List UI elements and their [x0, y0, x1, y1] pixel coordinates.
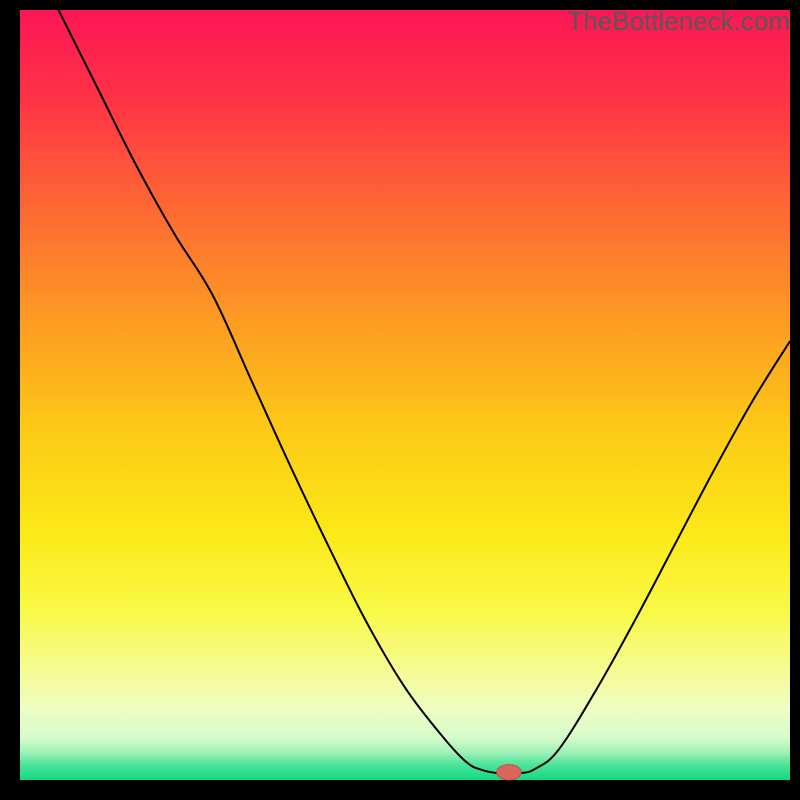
optimal-marker [497, 765, 522, 780]
watermark-text: TheBottleneck.com [567, 6, 790, 37]
chart-container: TheBottleneck.com [0, 0, 800, 800]
plot-background [20, 10, 790, 780]
bottleneck-chart [0, 0, 800, 800]
